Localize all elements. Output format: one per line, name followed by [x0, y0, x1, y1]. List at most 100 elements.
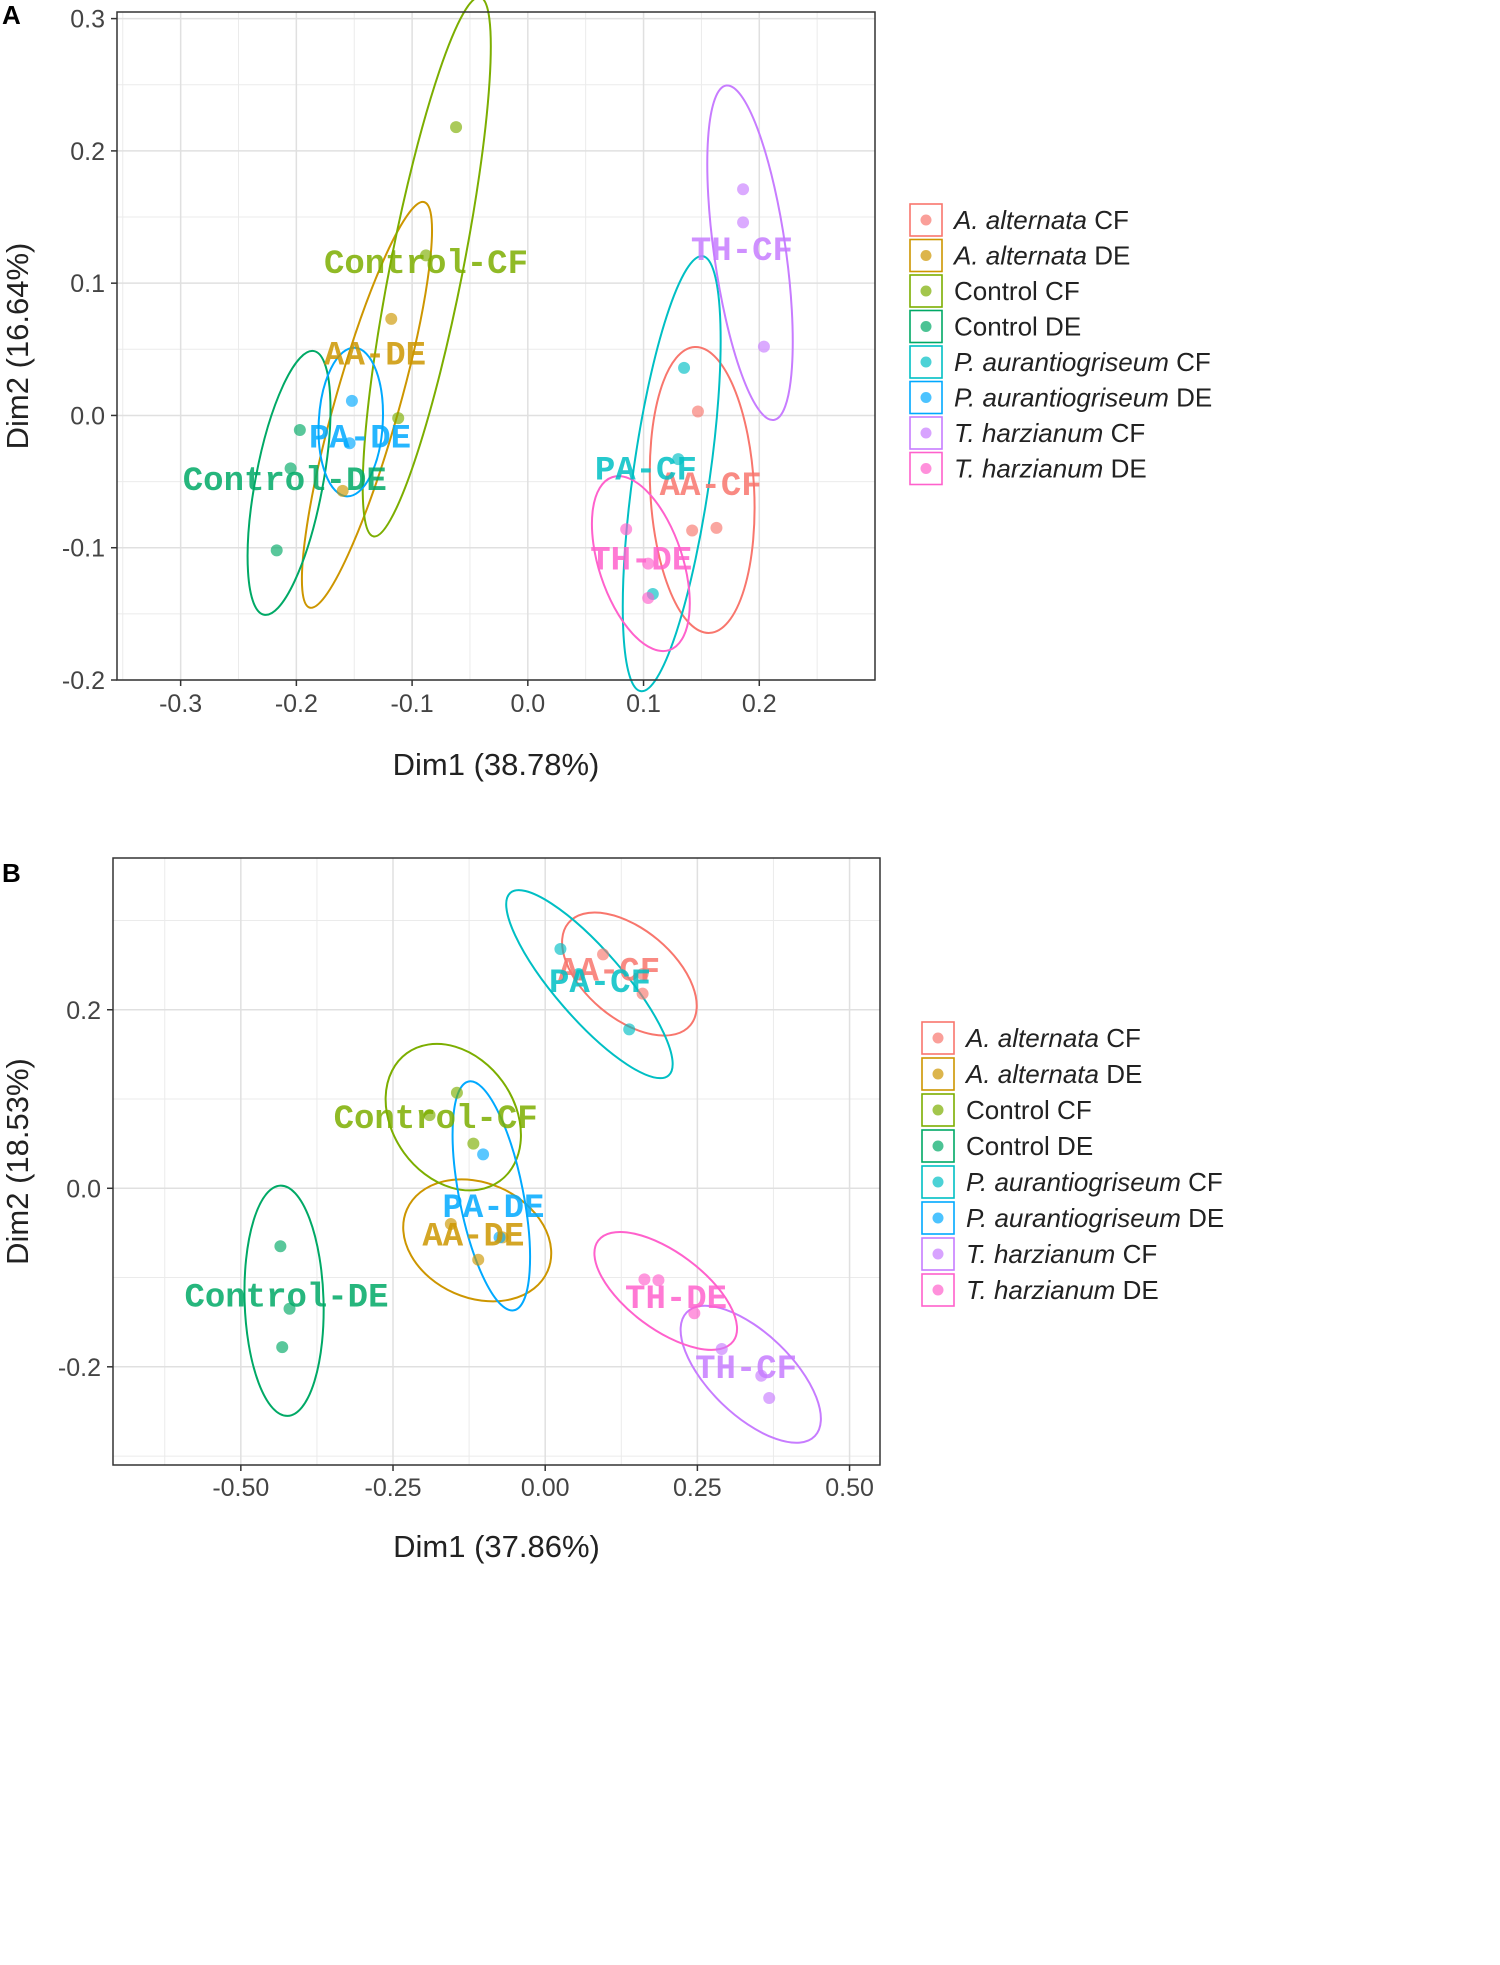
ellipse-control-cf [361, 0, 492, 538]
point-control-de [274, 1240, 287, 1253]
ellipse-pa-cf [505, 889, 674, 1080]
point-aa-de [336, 484, 349, 497]
point-aa-cf [636, 987, 649, 1000]
legend-key-dot [932, 1068, 944, 1080]
legend-species: T. harzianum [966, 1239, 1115, 1269]
ellipse-pa-cf [621, 255, 722, 693]
legend-species: P. aurantiogriseum [954, 347, 1169, 377]
y-tick-label: -0.2 [62, 667, 105, 695]
x-tick-label: -0.50 [212, 1474, 269, 1502]
legend-label: Control DE [954, 312, 1081, 342]
y-axis-title: Dim2 (16.64%) [0, 243, 35, 450]
group-label-th-cf: TH-CF [691, 233, 793, 271]
y-tick-label: 0.0 [70, 402, 105, 430]
legend-suffix: CF [1169, 347, 1211, 377]
y-tick-label: 0.3 [70, 6, 105, 34]
group-label-pa-cf: PA-CF [595, 452, 697, 490]
point-control-cf [419, 249, 432, 262]
y-axis-title: Dim2 (18.53%) [0, 1058, 35, 1265]
legend-key-dot [932, 1284, 944, 1296]
legend-label: T. harzianum CF [954, 418, 1145, 448]
group-label-th-cf: TH-CF [695, 1351, 797, 1389]
y-tick-label: 0.2 [66, 997, 101, 1025]
legend-suffix: CF [1099, 1023, 1141, 1053]
x-tick-label: -0.2 [275, 690, 318, 718]
legend-species: T. harzianum [954, 454, 1103, 484]
legend-label: Control DE [966, 1131, 1093, 1161]
point-aa-de [472, 1253, 485, 1266]
legend-label: A. alternata DE [964, 1059, 1142, 1089]
point-pa-de [343, 437, 356, 450]
point-control-cf [450, 121, 463, 134]
legend-key-dot [920, 463, 932, 474]
panel-border [116, 11, 876, 681]
legend-species: T. harzianum [954, 418, 1103, 448]
legend-key-dot [920, 356, 932, 368]
group-label-control-de: Control-DE [183, 463, 387, 501]
point-th-cf [737, 183, 750, 196]
ellipse-control-cf [384, 1042, 522, 1192]
point-control-cf [392, 412, 405, 425]
legend-suffix: CF [1103, 418, 1145, 448]
group-label-control-cf: Control-CF [324, 246, 528, 284]
y-tick-label: 0.0 [66, 1175, 101, 1203]
legend-species: A. alternata [964, 1023, 1099, 1053]
group-label-pa-de: PA-DE [442, 1190, 544, 1228]
point-pa-cf [623, 1023, 636, 1036]
point-pa-de [345, 394, 358, 407]
group-label-aa-de: AA-DE [422, 1219, 524, 1257]
point-aa-cf [691, 405, 704, 418]
legend-label: P. aurantiogriseum CF [966, 1167, 1223, 1197]
panel-border [112, 857, 881, 1466]
legend-species: P. aurantiogriseum [966, 1167, 1181, 1197]
ellipse-aa-de [402, 1178, 553, 1303]
point-aa-cf [636, 968, 649, 981]
panel-letter: A [2, 0, 21, 30]
ellipse-control-de [246, 349, 332, 616]
legend-key-dot [920, 250, 932, 261]
legend-species: A. alternata [964, 1059, 1099, 1089]
point-th-cf [763, 1392, 776, 1405]
legend-species: A. alternata [952, 241, 1087, 271]
y-tick-label: -0.1 [62, 535, 105, 563]
x-axis-title: Dim1 (37.86%) [393, 1529, 600, 1564]
legend-species: P. aurantiogriseum [966, 1203, 1181, 1233]
legend-key [921, 1057, 955, 1091]
point-th-cf [755, 1369, 768, 1382]
legend-label: T. harzianum DE [954, 454, 1147, 484]
legend-label: Control CF [966, 1095, 1092, 1125]
x-tick-label: -0.1 [391, 690, 434, 718]
point-control-cf [467, 1137, 480, 1150]
legend-suffix: DE [1087, 241, 1130, 271]
group-label-aa-cf: AA-CF [660, 468, 762, 506]
x-tick-label: 0.0 [510, 690, 545, 718]
y-tick-label: 0.2 [70, 138, 105, 166]
panel-a: A AA-CF AA-DE Control-CF Control-DE PA-CF PA-D… [0, 0, 1212, 782]
legend-key-dot [932, 1212, 944, 1224]
panel-b: B AA-CF AA-DE Control-CF Control-DE PA-CF PA-D… [0, 857, 1224, 1564]
legend-key-dot [932, 1104, 944, 1116]
legend-label: T. harzianum CF [966, 1239, 1157, 1269]
group-label-control-cf: Control-CF [334, 1101, 538, 1139]
legend-species: T. harzianum [966, 1275, 1115, 1305]
group-label-aa-cf: AA-CF [558, 954, 660, 992]
point-pa-cf [672, 453, 685, 466]
x-tick-label: 0.50 [825, 1474, 874, 1502]
point-th-cf [737, 216, 750, 229]
point-control-de [293, 423, 306, 436]
point-control-de [283, 1302, 296, 1315]
legend-label: Control CF [954, 276, 1080, 306]
legend-label: P. aurantiogriseum DE [966, 1203, 1224, 1233]
group-label-th-de: TH-DE [590, 542, 692, 580]
ellipse-th-de [593, 1231, 739, 1351]
ellipse-aa-cf [648, 345, 756, 634]
legend-suffix: DE [1115, 1275, 1158, 1305]
legend-suffix: DE [1103, 454, 1146, 484]
x-tick-label: 0.25 [673, 1474, 722, 1502]
legend-suffix: CF [1115, 1239, 1157, 1269]
legend-key-dot [932, 1176, 944, 1188]
point-aa-de [385, 312, 398, 325]
